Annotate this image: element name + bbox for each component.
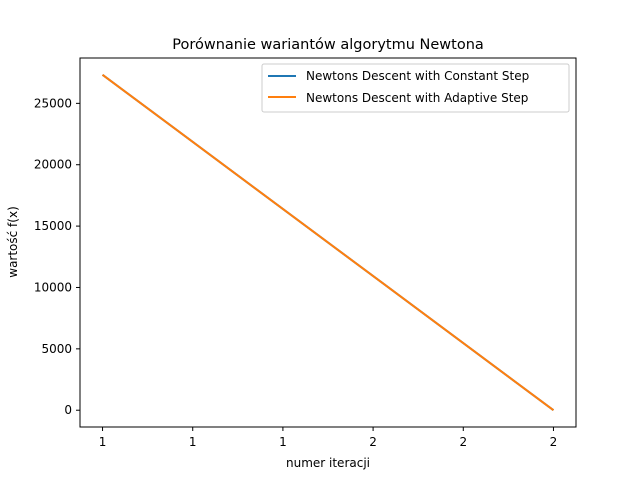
- x-axis-ticks: 1 1 1 2 2 2: [99, 427, 558, 449]
- y-tick-label: 20000: [34, 158, 72, 172]
- y-tick-label: 15000: [34, 219, 72, 233]
- y-axis-ticks: 0 5000 10000 15000 20000 25000: [34, 96, 80, 417]
- y-tick-label: 10000: [34, 280, 72, 294]
- legend-label-adaptive-step: Newtons Descent with Adaptive Step: [306, 91, 528, 105]
- x-tick-label: 2: [550, 435, 558, 449]
- y-tick-label: 25000: [34, 96, 72, 110]
- series-line-1: [101, 73, 555, 412]
- legend-label-constant-step: Newtons Descent with Constant Step: [306, 69, 529, 83]
- x-tick-label: 1: [189, 435, 197, 449]
- y-tick-label: 5000: [41, 342, 72, 356]
- x-tick-label: 2: [369, 435, 377, 449]
- plot-frame: [79, 57, 577, 428]
- y-tick-label: 0: [64, 403, 72, 417]
- plot-lines: [101, 73, 555, 412]
- x-axis-label: numer iteracji: [286, 456, 370, 470]
- chart-title: Porównanie wariantów algorytmu Newtona: [172, 37, 484, 53]
- x-tick-label: 1: [99, 435, 107, 449]
- x-tick-label: 1: [279, 435, 287, 449]
- x-tick-label: 2: [459, 435, 467, 449]
- y-axis-label: wartość f(x): [6, 206, 20, 278]
- legend: Newtons Descent with Constant Step Newto…: [261, 63, 570, 113]
- legend-box: [261, 63, 570, 113]
